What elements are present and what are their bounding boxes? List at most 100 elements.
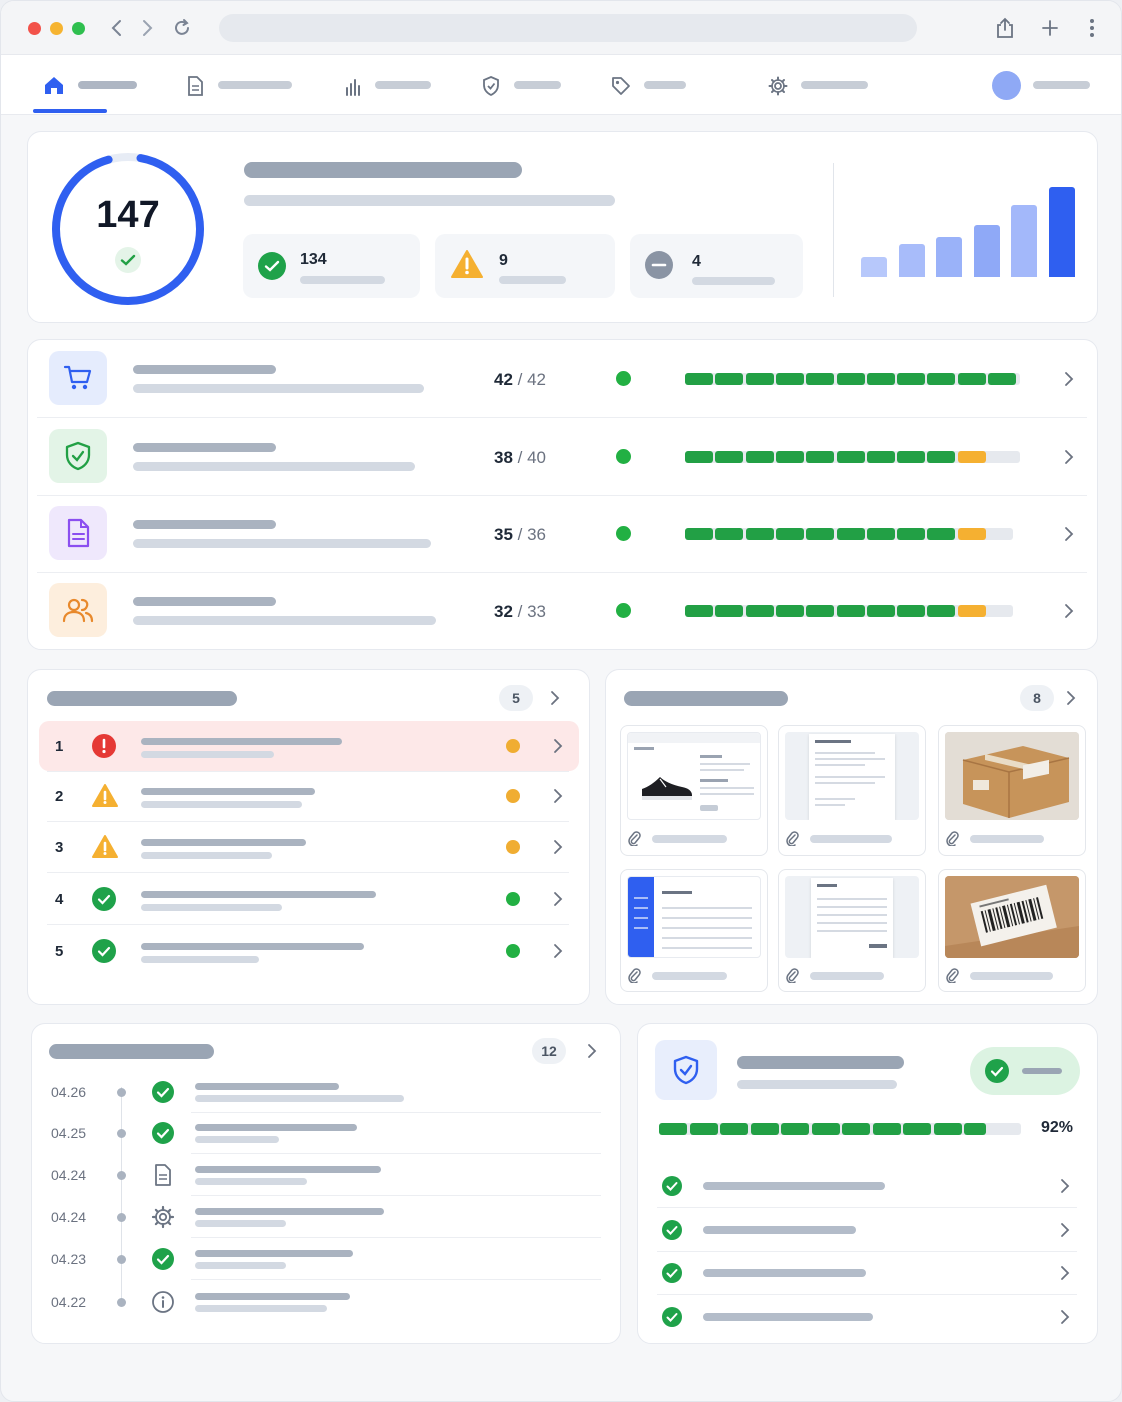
text-placeholder <box>141 788 315 795</box>
shield-check-icon <box>673 1055 699 1085</box>
attachments-title-placeholder <box>624 691 788 706</box>
tab-documents[interactable] <box>183 55 298 115</box>
check-circle-icon <box>151 1080 175 1104</box>
chevron-right-icon[interactable] <box>1059 1222 1071 1238</box>
checklist-row[interactable] <box>657 1164 1077 1208</box>
chevron-right-icon[interactable] <box>552 891 564 907</box>
trend-bar <box>899 244 925 277</box>
text-placeholder <box>195 1166 381 1173</box>
progress-segment <box>842 1123 870 1135</box>
category-progress-ratio: 38 / 40 <box>494 448 546 468</box>
progress-segment <box>927 605 955 617</box>
stat-warning[interactable]: 9 <box>435 234 615 298</box>
warning-icon <box>91 783 119 809</box>
chevron-right-icon[interactable] <box>552 738 564 754</box>
issue-row[interactable]: 3 <box>39 822 579 872</box>
issue-row[interactable]: 2 <box>39 771 579 821</box>
attachment-tile[interactable] <box>620 869 768 992</box>
issue-number: 3 <box>55 839 64 856</box>
progress-segment <box>958 373 986 385</box>
progress-segment <box>746 451 774 463</box>
new-tab-icon[interactable] <box>1040 18 1060 38</box>
chevron-right-icon[interactable] <box>552 839 564 855</box>
timeline-date: 04.22 <box>51 1294 87 1310</box>
tab-tags[interactable] <box>607 55 707 115</box>
tab-security[interactable] <box>479 55 579 115</box>
app-navbar <box>1 55 1121 115</box>
stat-skipped[interactable]: 4 <box>630 234 803 298</box>
category-icon-box <box>49 506 107 560</box>
chevron-right-icon[interactable] <box>1063 603 1075 619</box>
chevron-right-icon[interactable] <box>1059 1309 1071 1325</box>
category-row[interactable]: 42 / 42 <box>37 340 1087 418</box>
share-icon[interactable] <box>994 16 1016 40</box>
more-options-icon[interactable] <box>1086 17 1098 39</box>
text-placeholder <box>141 956 259 963</box>
checklist-row[interactable] <box>657 1251 1077 1295</box>
issue-row[interactable]: 4 <box>39 874 579 924</box>
progress-segment <box>720 1123 748 1135</box>
chevron-right-icon[interactable] <box>1063 449 1075 465</box>
check-circle-icon <box>151 1121 175 1145</box>
row-divider <box>47 872 569 873</box>
chevron-right-icon[interactable] <box>552 943 564 959</box>
chevron-right-icon[interactable] <box>1065 690 1077 706</box>
maximize-window-button[interactable] <box>72 22 85 35</box>
avatar[interactable] <box>992 71 1021 100</box>
attachment-tile[interactable] <box>620 725 768 856</box>
category-done-count: 38 <box>494 448 513 467</box>
chevron-right-icon[interactable] <box>586 1043 598 1059</box>
forward-icon[interactable] <box>139 19 155 37</box>
chevron-right-icon[interactable] <box>549 690 561 706</box>
attachments-count-badge: 8 <box>1020 685 1054 711</box>
tab-settings[interactable] <box>765 55 875 115</box>
stat-passed[interactable]: 134 <box>243 234 420 298</box>
row-divider <box>37 417 1087 418</box>
back-icon[interactable] <box>109 19 125 37</box>
attachment-tile[interactable] <box>938 725 1086 856</box>
browser-titlebar <box>1 1 1121 55</box>
progress-segment <box>867 451 895 463</box>
progress-warning-segment <box>958 528 986 540</box>
chevron-right-icon[interactable] <box>1059 1178 1071 1194</box>
progress-segment <box>897 373 925 385</box>
shoe-image <box>642 777 692 800</box>
attachment-tile[interactable] <box>778 869 926 992</box>
paperclip-icon <box>628 968 641 983</box>
chevron-right-icon[interactable] <box>1059 1265 1071 1281</box>
checklist-row[interactable] <box>657 1295 1077 1339</box>
security-status-pill <box>970 1047 1080 1095</box>
checklist-row[interactable] <box>657 1208 1077 1252</box>
row-divider <box>37 572 1087 573</box>
check-circle-icon <box>661 1306 683 1328</box>
category-row[interactable]: 32 / 33 <box>37 572 1087 650</box>
tab-reports[interactable] <box>341 55 441 115</box>
category-row[interactable]: 38 / 40 <box>37 418 1087 496</box>
reload-icon[interactable] <box>172 18 192 38</box>
category-total-count: / 40 <box>512 448 547 467</box>
document-thumbnail <box>785 732 919 820</box>
issue-row[interactable]: 5 <box>39 926 579 976</box>
chevron-right-icon[interactable] <box>1063 371 1075 387</box>
tab-home[interactable] <box>33 55 148 115</box>
progress-segment <box>873 1123 901 1135</box>
category-icon-box <box>49 583 107 637</box>
address-bar[interactable] <box>219 14 917 42</box>
error-icon <box>91 733 117 759</box>
minimize-window-button[interactable] <box>50 22 63 35</box>
text-placeholder <box>703 1182 885 1190</box>
trend-bar <box>974 225 1000 277</box>
attachment-tile[interactable] <box>938 869 1086 992</box>
text-placeholder <box>133 616 436 625</box>
close-window-button[interactable] <box>28 22 41 35</box>
text-placeholder <box>141 904 282 911</box>
progress-warning-segment <box>958 451 986 463</box>
progress-segment <box>690 1123 718 1135</box>
status-dot <box>506 892 520 906</box>
chevron-right-icon[interactable] <box>1063 526 1075 542</box>
chevron-right-icon[interactable] <box>552 788 564 804</box>
text-placeholder <box>195 1250 353 1257</box>
attachment-tile[interactable] <box>778 725 926 856</box>
category-row[interactable]: 35 / 36 <box>37 495 1087 573</box>
issue-row[interactable]: 1 <box>39 721 579 771</box>
